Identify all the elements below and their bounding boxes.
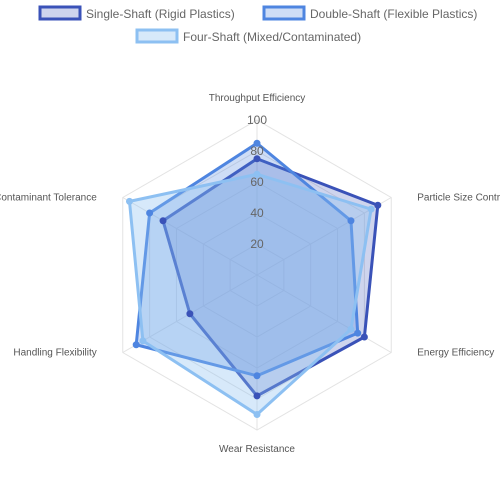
series-point-2[interactable] — [367, 205, 375, 213]
radar-series — [125, 139, 382, 418]
tick-label: 20 — [250, 237, 264, 251]
axis-label: Contaminant Tolerance — [0, 193, 97, 204]
series-point-0[interactable] — [186, 310, 194, 318]
series-point-2[interactable] — [253, 170, 261, 178]
axis-label: Handling Flexibility — [13, 348, 96, 359]
series-point-0[interactable] — [253, 155, 261, 163]
axis-label: Particle Size Control — [417, 193, 500, 204]
legend-label: Double-Shaft (Flexible Plastics) — [310, 7, 477, 21]
axis-label: Throughput Efficiency — [209, 93, 306, 104]
tick-label: 40 — [250, 206, 264, 220]
series-point-2[interactable] — [347, 325, 355, 333]
legend-swatch — [135, 28, 179, 44]
legend-item-2[interactable]: Four-Shaft (Mixed/Contaminated) — [135, 28, 361, 44]
series-point-0[interactable] — [374, 201, 382, 209]
legend-swatch — [38, 5, 82, 21]
radar-axis-labels: Throughput Efficiency Particle Size Contr… — [0, 93, 500, 455]
series-point-1[interactable] — [253, 139, 261, 147]
tick-label: 80 — [250, 144, 264, 158]
axis-label: Wear Resistance — [219, 444, 295, 455]
series-point-2[interactable] — [253, 411, 261, 418]
radar-tick-labels: 20 40 60 80 100 — [247, 113, 267, 251]
grid-spoke — [256, 274, 392, 353]
legend-item-1[interactable]: Double-Shaft (Flexible Plastics) — [262, 5, 477, 21]
series-point-0[interactable] — [159, 217, 167, 225]
series-point-1[interactable] — [146, 209, 154, 217]
tick-label: 60 — [250, 175, 264, 189]
legend-swatch — [262, 5, 306, 21]
chart-legend: Single-Shaft (Rigid Plastics) Double-Shaf… — [38, 5, 477, 44]
series-point-2[interactable] — [139, 337, 147, 345]
series-point-2[interactable] — [125, 197, 133, 205]
series-point-1[interactable] — [132, 341, 140, 349]
series-point-1[interactable] — [347, 217, 355, 225]
series-point-1[interactable] — [253, 372, 261, 380]
legend-label: Single-Shaft (Rigid Plastics) — [86, 7, 235, 21]
series-point-0[interactable] — [253, 392, 261, 400]
grid-spoke — [122, 197, 258, 276]
tick-label: 100 — [247, 113, 267, 127]
series-point-0[interactable] — [360, 333, 368, 341]
legend-label: Four-Shaft (Mixed/Contaminated) — [183, 30, 361, 44]
series-point-1[interactable] — [354, 329, 362, 337]
legend-item-0[interactable]: Single-Shaft (Rigid Plastics) — [38, 5, 235, 21]
axis-label: Energy Efficiency — [417, 348, 494, 359]
